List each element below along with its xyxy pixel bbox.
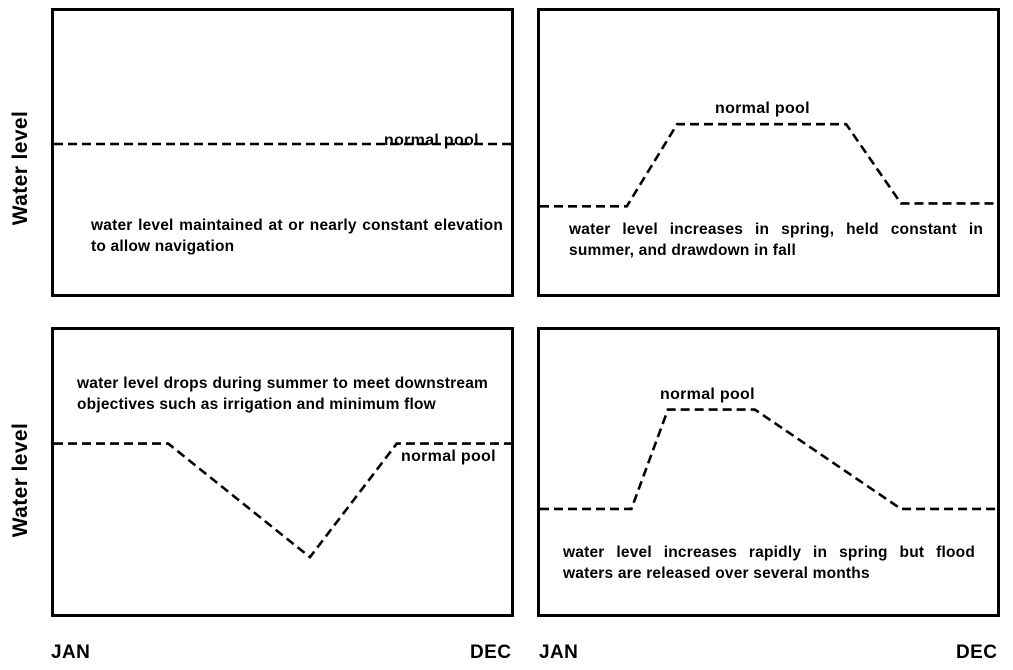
panel-spring-fill: normal pool water level increases in spr…: [537, 8, 1000, 297]
water-level-line: [540, 408, 997, 511]
normal-pool-label: normal pool: [715, 100, 810, 117]
panel-description: water level drops during summer to meet …: [77, 375, 488, 413]
panel-description: water level increases rapidly in spring …: [563, 544, 975, 582]
panel-navigation: normal pool water level maintained at or…: [51, 8, 514, 297]
x-axis-end-right: DEC: [956, 642, 998, 663]
y-axis-label-bottom: Water level: [9, 422, 32, 538]
water-level-line: [540, 122, 997, 208]
normal-pool-label: normal pool: [660, 386, 755, 403]
panel-description: water level maintained at or nearly cons…: [91, 217, 503, 255]
normal-pool-label: normal pool: [401, 448, 496, 465]
x-axis-end-left: DEC: [470, 642, 512, 663]
x-axis-start-left: JAN: [51, 642, 91, 663]
panel-description: water level increases in spring, held co…: [569, 221, 983, 259]
y-axis-label-top: Water level: [9, 110, 32, 226]
water-level-profile-3: [54, 442, 511, 560]
water-level-line: [54, 442, 511, 560]
normal-pool-label: normal pool: [384, 132, 479, 149]
water-level-profile-1: [54, 142, 511, 146]
panel-summer-drawdown: water level drops during summer to meet …: [51, 327, 514, 617]
panel-flood-release: normal pool water level increases rapidl…: [537, 327, 1000, 617]
water-level-profile-2: [540, 122, 997, 208]
water-level-profile-4: [540, 408, 997, 511]
x-axis-start-right: JAN: [539, 642, 579, 663]
